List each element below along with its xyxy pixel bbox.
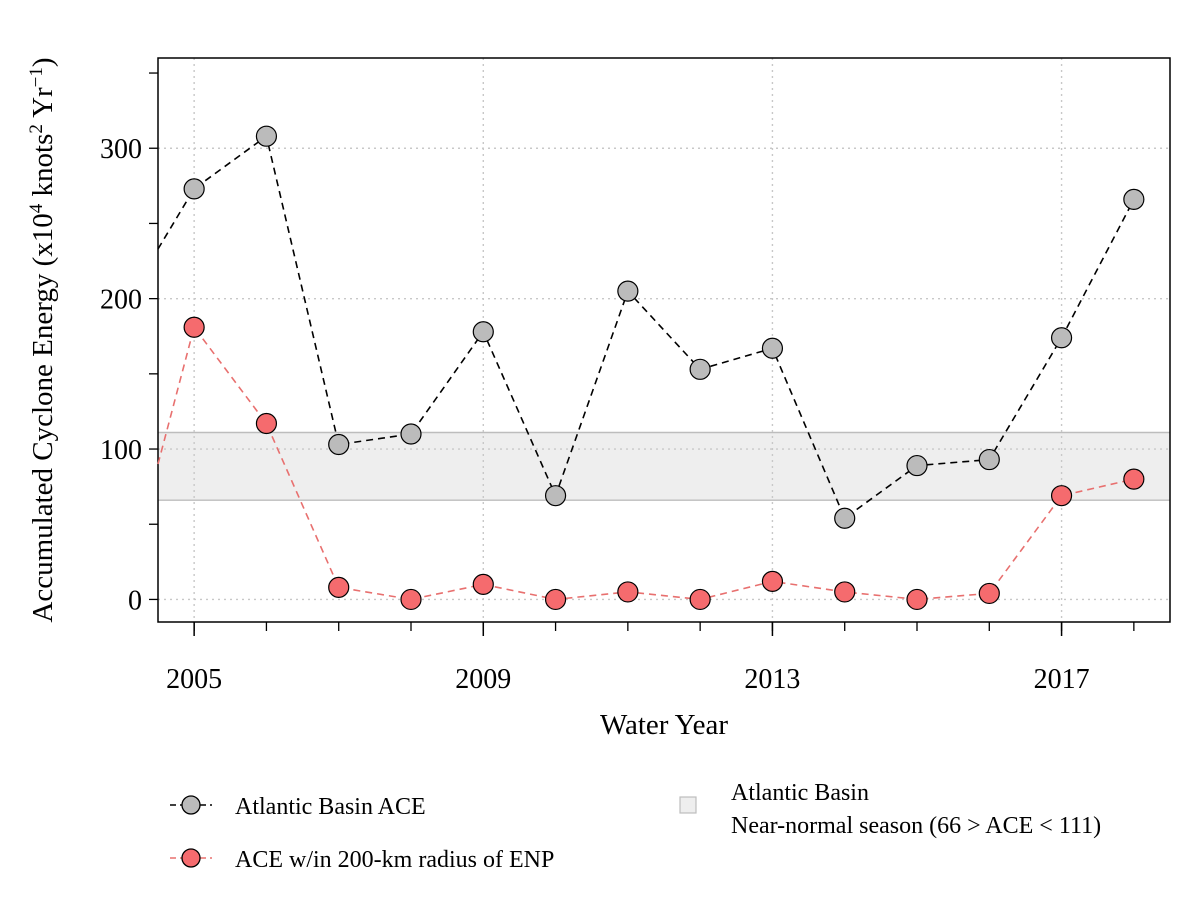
series-1-point: [617, 581, 639, 603]
legend-item-atlantic: Atlantic Basin ACE: [170, 794, 426, 820]
plot-frame: [157, 57, 1171, 623]
series-1-point: [183, 316, 205, 338]
legend-swatch-band: [679, 796, 697, 814]
series-1-point: [544, 588, 567, 611]
legend: Atlantic Basin ACE ACE w/in 200-km radiu…: [170, 780, 1101, 873]
x-tick-label: 2009: [455, 664, 511, 695]
series-0-point: [906, 454, 928, 477]
series-0-point: [689, 358, 711, 380]
x-tick-label: 2017: [1034, 664, 1090, 695]
series-0-point: [1050, 327, 1073, 349]
series-1-point: [689, 588, 711, 611]
series-1-point: [1123, 468, 1145, 490]
series-0-point: [400, 423, 422, 445]
series-0-point: [544, 485, 567, 507]
legend-item-enp: ACE w/in 200-km radius of ENP: [170, 847, 554, 873]
series-1-point: [472, 573, 494, 596]
legend-marker-enp: [181, 848, 201, 868]
plot-area: 0 100 200 300 2005 2009 2013 2017: [100, 57, 1171, 695]
series-0-point: [1123, 188, 1145, 210]
legend-item-band: Atlantic Basin Near-normal season (66 > …: [679, 780, 1101, 839]
y-tick-label: 200: [100, 285, 142, 316]
legend-marker-atlantic: [181, 795, 201, 815]
y-tick-label: 0: [128, 585, 142, 616]
series-0-point: [472, 321, 494, 343]
series-1-point: [761, 570, 784, 592]
y-axis-title: Accumulated Cyclone Energy (x104 knots2 …: [26, 57, 59, 622]
series-0-point: [183, 178, 205, 200]
series-1-point: [978, 582, 1000, 605]
series-0-point: [328, 433, 350, 456]
legend-label-band-line1: Atlantic Basin: [731, 780, 869, 806]
x-axis-title: Water Year: [600, 709, 728, 741]
series-0-point: [834, 507, 856, 529]
x-tick-label: 2013: [744, 664, 800, 695]
x-tick-label: 2005: [166, 664, 222, 695]
legend-label-enp: ACE w/in 200-km radius of ENP: [235, 847, 554, 873]
series-1-point: [834, 581, 856, 603]
near-normal-band: [158, 432, 1170, 501]
y-tick-label: 300: [100, 134, 142, 165]
series-1-point: [328, 576, 350, 599]
legend-label-atlantic: Atlantic Basin ACE: [235, 794, 426, 820]
series-0-point: [978, 448, 1000, 471]
y-tick-label: 100: [100, 435, 142, 466]
series-0-point: [255, 125, 278, 147]
series-0-point: [617, 280, 639, 302]
series-1-point: [255, 412, 278, 435]
series-1-point: [400, 588, 422, 611]
series-1-point: [1050, 485, 1073, 507]
legend-label-band-line2: Near-normal season (66 > ACE < 111): [731, 813, 1101, 839]
series-0-point: [761, 337, 784, 359]
series-1-point: [906, 588, 928, 611]
